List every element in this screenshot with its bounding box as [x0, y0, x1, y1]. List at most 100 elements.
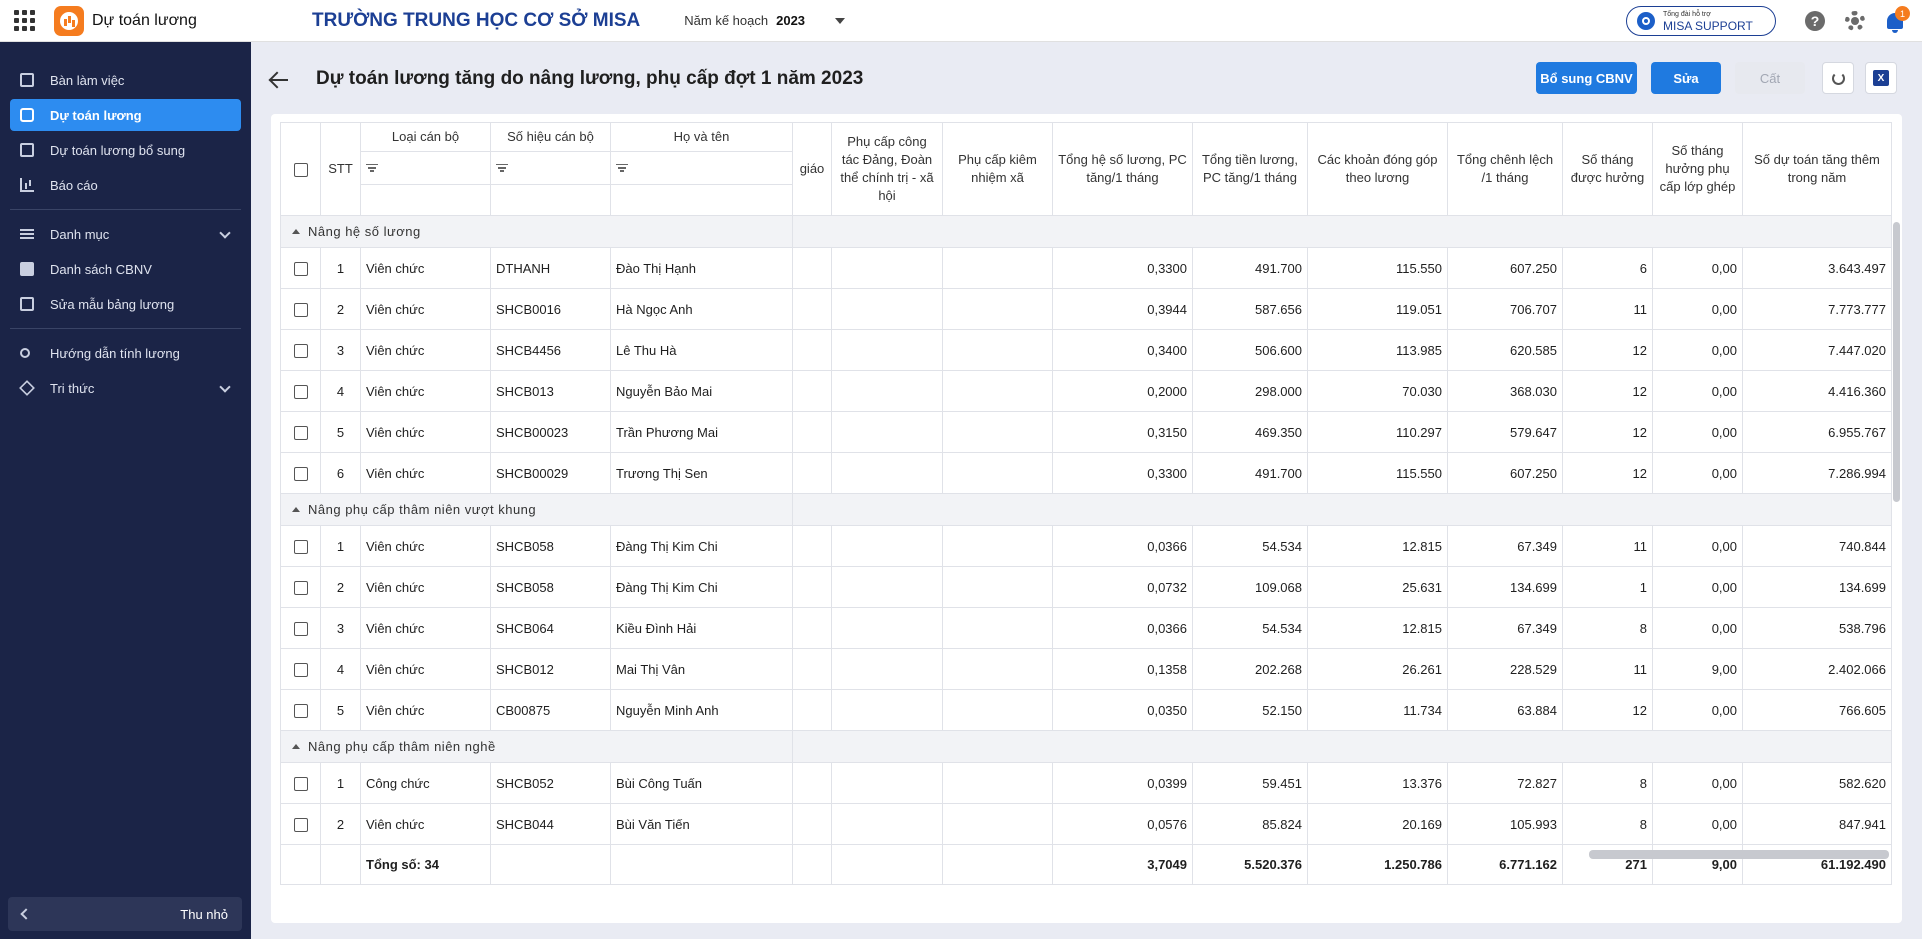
- row-checkbox[interactable]: [293, 776, 308, 791]
- top-bar: Dự toán lương TRƯỜNG TRUNG HỌC CƠ SỞ MIS…: [0, 0, 1922, 42]
- sidebar-divider: [10, 209, 241, 210]
- type-filter[interactable]: [360, 151, 491, 185]
- table-row[interactable]: 2 Viên chức SHCB044 Bùi Văn Tiến 0,0576 85.82…: [280, 803, 1892, 845]
- group-row[interactable]: Nâng hệ số lương: [280, 215, 1892, 248]
- sidebar-item-categories[interactable]: Danh mục: [10, 218, 241, 250]
- table-row[interactable]: 1 Viên chức DTHANH Đào Thị Hạnh 0,3300 491.70…: [280, 247, 1892, 289]
- add-staff-button[interactable]: Bổ sung CBNV: [1536, 62, 1637, 94]
- back-arrow-icon[interactable]: [269, 70, 289, 90]
- vertical-scrollbar[interactable]: [1893, 222, 1900, 502]
- col-header-salary: Tổng tiền lương, PC tăng/1 tháng: [1192, 122, 1308, 216]
- code-filter-input[interactable]: [490, 184, 611, 216]
- select-all-checkbox[interactable]: [293, 162, 308, 177]
- sidebar-item-reports[interactable]: Báo cáo: [10, 169, 241, 201]
- collapse-sidebar-button[interactable]: Thu nhỏ: [8, 897, 242, 931]
- save-button[interactable]: Cất: [1735, 62, 1805, 94]
- sidebar-item-desk[interactable]: Bàn làm việc: [10, 64, 241, 96]
- help-button[interactable]: ?: [1802, 8, 1828, 34]
- cell-difference: 134.699: [1447, 566, 1563, 608]
- table-row[interactable]: 4 Viên chức SHCB012 Mai Thị Vân 0,1358 202.26…: [280, 648, 1892, 690]
- chevron-down-icon[interactable]: [835, 17, 846, 24]
- name-filter-input[interactable]: [610, 184, 793, 216]
- row-checkbox[interactable]: [293, 466, 308, 481]
- sidebar-item-supplementary-estimate[interactable]: Dự toán lương bổ sung: [10, 134, 241, 166]
- row-checkbox[interactable]: [293, 703, 308, 718]
- row-checkbox[interactable]: [293, 384, 308, 399]
- row-select-cell: [280, 689, 321, 731]
- sidebar-item-guide[interactable]: Hướng dẫn tính lương: [10, 337, 241, 369]
- cell-total-estimate: 134.699: [1742, 566, 1892, 608]
- name-filter[interactable]: [610, 151, 793, 185]
- cell-combined-months: 0,00: [1652, 411, 1743, 453]
- table-row[interactable]: 3 Viên chức SHCB4456 Lê Thu Hà 0,3400 506.600…: [280, 329, 1892, 371]
- group-cell[interactable]: Nâng phụ cấp thâm niên nghề: [280, 730, 793, 763]
- sidebar-item-label: Tri thức: [50, 380, 95, 396]
- caret-up-icon[interactable]: [292, 229, 300, 234]
- cell-total-estimate: 740.844: [1742, 525, 1892, 567]
- settings-button[interactable]: [1842, 8, 1868, 34]
- export-excel-button[interactable]: X: [1865, 62, 1897, 94]
- sidebar-item-knowledge[interactable]: Tri thức: [10, 372, 241, 404]
- row-checkbox[interactable]: [293, 302, 308, 317]
- caret-up-icon[interactable]: [292, 744, 300, 749]
- cell-salary: 54.534: [1192, 607, 1308, 649]
- cell-salary: 54.534: [1192, 525, 1308, 567]
- misa-support-button[interactable]: Tổng đài hỗ trợ MISA SUPPORT: [1626, 6, 1776, 36]
- row-checkbox[interactable]: [293, 662, 308, 677]
- cell-full-name: Mai Thị Vân: [610, 648, 793, 690]
- cell-staff-type: Viên chức: [360, 607, 491, 649]
- cell-commune-allowance: [942, 247, 1053, 289]
- support-hotline-label: Tổng đài hỗ trợ: [1663, 10, 1711, 18]
- cell-staff-type: Viên chức: [360, 566, 491, 608]
- cell-giao: [792, 288, 832, 330]
- table-row[interactable]: 6 Viên chức SHCB00029 Trương Thị Sen 0,3300 4…: [280, 452, 1892, 494]
- row-checkbox[interactable]: [293, 817, 308, 832]
- sidebar-item-edit-template[interactable]: Sửa mẫu bảng lương: [10, 288, 241, 320]
- group-row[interactable]: Nâng phụ cấp thâm niên nghề: [280, 730, 1892, 763]
- table-row[interactable]: 2 Viên chức SHCB0016 Hà Ngọc Anh 0,3944 587.6…: [280, 288, 1892, 330]
- horizontal-scrollbar[interactable]: [1589, 850, 1889, 859]
- group-cell[interactable]: Nâng phụ cấp thâm niên vượt khung: [280, 493, 793, 526]
- col-header-code: Số hiệu cán bộ: [490, 122, 611, 152]
- cell-difference: 63.884: [1447, 689, 1563, 731]
- notifications-button[interactable]: 1: [1882, 6, 1910, 34]
- table-row[interactable]: 3 Viên chức SHCB064 Kiều Đình Hải 0,0366 54.5…: [280, 607, 1892, 649]
- table-row[interactable]: 2 Viên chức SHCB058 Đàng Thị Kim Chi 0,0732 1…: [280, 566, 1892, 608]
- sidebar-item-label: Dự toán lương: [50, 107, 142, 123]
- cell-giao: [792, 762, 832, 804]
- type-filter-input[interactable]: [360, 184, 491, 216]
- table-row[interactable]: 1 Công chức SHCB052 Bùi Công Tuấn 0,0399 59.4…: [280, 762, 1892, 804]
- sidebar-item-staff-list[interactable]: Danh sách CBNV: [10, 253, 241, 285]
- table-row[interactable]: 4 Viên chức SHCB013 Nguyễn Bảo Mai 0,2000 298…: [280, 370, 1892, 412]
- table-row[interactable]: 5 Viên chức CB00875 Nguyễn Minh Anh 0,0350 52…: [280, 689, 1892, 731]
- group-row[interactable]: Nâng phụ cấp thâm niên vượt khung: [280, 493, 1892, 526]
- cell-salary: 506.600: [1192, 329, 1308, 371]
- row-checkbox[interactable]: [293, 261, 308, 276]
- row-select-cell: [280, 247, 321, 289]
- row-checkbox[interactable]: [293, 425, 308, 440]
- cell-coefficient: 0,3150: [1052, 411, 1193, 453]
- sidebar-item-salary-estimate[interactable]: Dự toán lương: [10, 99, 241, 131]
- plan-year-select[interactable]: Năm kế hoạch 2023: [684, 13, 846, 28]
- chevron-down-icon: [219, 381, 231, 393]
- cell-party-allowance: [831, 689, 943, 731]
- group-cell[interactable]: Nâng hệ số lương: [280, 215, 793, 248]
- cell-combined-months: 0,00: [1652, 329, 1743, 371]
- edit-button[interactable]: Sửa: [1651, 62, 1721, 94]
- page-title: Dự toán lương tăng do nâng lương, phụ cấ…: [316, 68, 864, 89]
- code-filter[interactable]: [490, 151, 611, 185]
- row-checkbox[interactable]: [293, 539, 308, 554]
- row-checkbox[interactable]: [293, 621, 308, 636]
- table-row[interactable]: 1 Viên chức SHCB058 Đàng Thị Kim Chi 0,0366 5…: [280, 525, 1892, 567]
- table-row[interactable]: 5 Viên chức SHCB00023 Trần Phương Mai 0,3150…: [280, 411, 1892, 453]
- contact-icon: [20, 262, 34, 276]
- cell-full-name: Bùi Công Tuấn: [610, 762, 793, 804]
- totals-row: Tổng số: 34 3,7049 5.520.376 1.250.786 6…: [280, 844, 1892, 885]
- caret-up-icon[interactable]: [292, 507, 300, 512]
- row-checkbox[interactable]: [293, 343, 308, 358]
- row-checkbox[interactable]: [293, 580, 308, 595]
- apps-grid-icon[interactable]: [0, 0, 48, 42]
- refresh-button[interactable]: [1822, 62, 1854, 94]
- col-header-giao: giáo: [792, 122, 832, 216]
- cell-months: 1: [1562, 566, 1653, 608]
